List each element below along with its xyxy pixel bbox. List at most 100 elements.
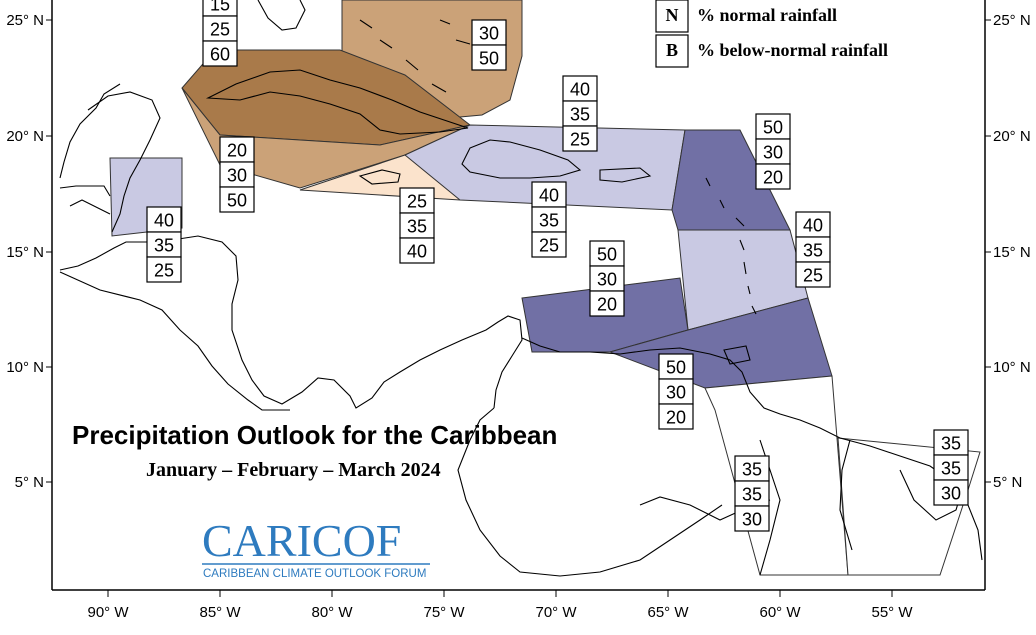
probability-cell (755, 163, 791, 190)
legend-key-box-n (655, 0, 689, 33)
probability-value: 25 (570, 130, 590, 150)
probability-cell (658, 403, 694, 430)
x-tick-label: 55° W (871, 604, 913, 621)
y-tick-label-left: 15° N (6, 244, 44, 261)
y-tick-label-right: 25° N (993, 12, 1031, 29)
probability-cell (531, 181, 567, 208)
probability-value: 20 (227, 141, 247, 161)
probability-cell (562, 100, 598, 127)
probability-value: 35 (803, 241, 823, 261)
probability-value: 30 (479, 24, 499, 44)
probability-value: 40 (570, 80, 590, 100)
probability-cell (795, 236, 831, 263)
probability-value: 50 (479, 49, 499, 69)
probability-value: 35 (742, 460, 762, 480)
map-frame (51, 0, 986, 591)
probability-box-puerto-rico: 40 35 25 (562, 75, 598, 152)
probability-value: 35 (742, 485, 762, 505)
florida-coast (257, 0, 306, 31)
probability-cell (219, 161, 255, 188)
probability-cell (399, 212, 435, 239)
probability-value: 20 (763, 168, 783, 188)
probability-value: 25 (803, 266, 823, 286)
probability-cell (202, 40, 238, 67)
y-tick-label-right: 15° N (993, 244, 1031, 261)
probability-box-trinidad-and-tobago: 50 30 20 (658, 353, 694, 430)
probability-cell (562, 125, 598, 152)
probability-cell (933, 479, 969, 506)
y-tick-label-left: 25° N (6, 12, 44, 29)
mexico-border (59, 185, 111, 215)
probability-value: 40 (407, 242, 427, 262)
probability-cell (589, 290, 625, 317)
axis-tick-labels: 90° W 85° W 80° W 75° W 70° W 65° W 60° W 55° W… (6, 12, 1030, 621)
legend-key-n: N (666, 5, 679, 25)
yucatan-coast (87, 91, 161, 233)
probability-value: 35 (154, 236, 174, 256)
probability-box-cayman-islands: 20 30 50 (219, 136, 255, 213)
probability-value: 25 (407, 192, 427, 212)
probability-cell (146, 206, 182, 233)
probability-cell (734, 480, 770, 507)
probability-value: 30 (941, 484, 961, 504)
pacific-coast (59, 271, 290, 411)
probability-value: 30 (597, 270, 617, 290)
y-tick-label-left: 5° N (15, 474, 44, 491)
probability-cell (399, 187, 435, 214)
legend-key-b: B (666, 40, 678, 60)
probability-value: 30 (227, 166, 247, 186)
probability-value: 50 (763, 118, 783, 138)
probability-box-leeward-islands: 50 30 20 (755, 113, 791, 190)
legend-label-b: % below-normal rainfall (697, 40, 888, 60)
probability-value: 20 (666, 408, 686, 428)
x-tick-label: 70° W (535, 604, 577, 621)
bahamas-islands (359, 19, 471, 93)
map-title: Precipitation Outlook for the Caribbean (72, 420, 557, 450)
probability-value: 50 (227, 191, 247, 211)
lesser-antilles (705, 177, 757, 315)
x-tick-label: 65° W (647, 604, 689, 621)
probability-value: 40 (154, 211, 174, 231)
x-tick-label: 90° W (87, 604, 129, 621)
probability-value: 50 (597, 245, 617, 265)
probability-box-cuba: 15 25 60 (202, 0, 238, 67)
probability-value: 35 (941, 434, 961, 454)
probability-cell (146, 256, 182, 283)
probability-cell (658, 353, 694, 380)
y-tick-label-right: 5° N (993, 474, 1022, 491)
probability-value: 30 (742, 510, 762, 530)
probability-box-jamaica: 25 35 40 (399, 187, 435, 264)
probability-value: 60 (210, 45, 230, 65)
gulf-coast (59, 83, 121, 179)
probability-cell (734, 455, 770, 482)
jamaica-coast (358, 169, 401, 185)
probability-cell (399, 237, 435, 264)
caricof-logo: CARICOF CARIBBEAN CLIMATE OUTLOOK FORUM (202, 515, 430, 580)
logo-wordmark: CARICOF (202, 515, 401, 566)
x-tick-label: 60° W (759, 604, 801, 621)
probability-cell (734, 505, 770, 532)
probability-value: 35 (407, 217, 427, 237)
zone-guianas-west (704, 375, 849, 576)
probability-value: 30 (666, 383, 686, 403)
probability-cell (219, 186, 255, 213)
probability-value: 50 (666, 358, 686, 378)
trinidad-coast (723, 345, 751, 365)
probability-cell (933, 454, 969, 481)
hispaniola-coast (461, 139, 582, 179)
puerto-rico-coast (599, 167, 652, 183)
probability-box-abc-islands: 50 30 20 (589, 240, 625, 317)
probability-value: 35 (941, 459, 961, 479)
probability-box-hispaniola: 40 35 25 (531, 181, 567, 258)
legend-label-n: % normal rainfall (697, 5, 837, 25)
y-tick-label-right: 10° N (993, 359, 1031, 376)
probability-value: 35 (539, 211, 559, 231)
probability-box-windward-islands: 40 35 25 (795, 211, 831, 288)
probability-value: 35 (570, 105, 590, 125)
probability-box-belize: 40 35 25 (146, 206, 182, 283)
y-tick-label-right: 20° N (993, 128, 1031, 145)
